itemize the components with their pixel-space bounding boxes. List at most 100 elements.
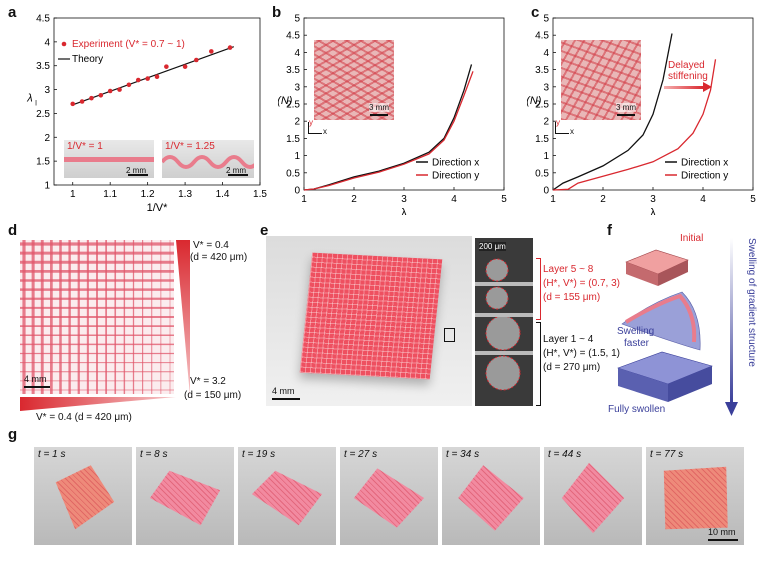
axis-arrow-y (308, 122, 309, 134)
legend-experiment: Experiment (V* = 0.7 ~ 1) (72, 39, 185, 50)
y-tick-label: 5 (294, 14, 300, 25)
gradient-grid-lines (20, 240, 174, 394)
inset-b-scale: 3 mm (369, 103, 389, 112)
horizontal-gradient-wedge (20, 397, 176, 411)
chart-b: 1 2 3 4 5 0 0.5 1 1.5 2 2.5 3 3.5 4 4.5 5 λ F (N) Directio… (278, 14, 507, 216)
hydrogel-sample (561, 462, 625, 534)
y-tick-label: 1.5 (535, 134, 549, 145)
y-tick-label: 2 (44, 133, 50, 144)
legend-entry: Direction y (681, 171, 728, 182)
hydrogel-sample (353, 468, 425, 528)
frame-time-label: t = 34 s (446, 449, 480, 460)
y-tick-label: 2 (543, 117, 549, 128)
experiment-point (107, 88, 113, 94)
x-tick-label: 1 (550, 194, 556, 205)
x-tick-label: 4 (451, 194, 457, 205)
hydrogel-sample (55, 465, 115, 530)
y-tick-label: 0 (294, 186, 300, 197)
legend-marker-experiment (61, 41, 67, 47)
hydrogel-sample (458, 465, 524, 531)
x-tick-label: 1.3 (178, 189, 192, 200)
chart-c: 1 2 3 4 5 0 0.5 1 1.5 2 2.5 3 3.5 4 4.5 5 λ F (N) Directio… (527, 14, 756, 216)
hydrogel-sample (251, 470, 323, 526)
scale-bar (708, 539, 738, 541)
experiment-point (227, 45, 233, 50)
frame-time-label: t = 27 s (344, 449, 378, 460)
y-axis-label: F (N) (278, 95, 293, 107)
frame-time-label: t = 19 s (242, 449, 276, 460)
e-zoom-scale: 200 μm (479, 242, 506, 251)
f-swelling-2: faster (624, 338, 650, 349)
experiment-point (164, 64, 169, 69)
inset-c-lattice: 3 mm (561, 40, 641, 120)
experiment-point (154, 74, 160, 79)
y-tick-label: 1 (294, 151, 300, 162)
f-fully: Fully swollen (608, 404, 666, 415)
delayed-stiffening-arrow (664, 86, 704, 89)
d-bottom-label-1: V* = 3.2 (190, 376, 226, 387)
x-tick-label: 1 (70, 189, 76, 200)
y-tick-label: 4 (543, 48, 549, 59)
legend-entry: Direction x (432, 158, 479, 169)
frame-time-label: t = 1 s (38, 449, 66, 460)
y-tick-label: 0.5 (535, 168, 549, 179)
scale-bar (128, 174, 148, 176)
inset-straight-fiber: 1/V* = 1 2 mm (64, 140, 154, 178)
x-tick-label: 1 (301, 194, 307, 205)
y-tick-label: 3 (543, 82, 549, 93)
frame-time-label: t = 8 s (140, 449, 168, 460)
y-tick-label: 3.5 (286, 65, 300, 76)
inset-c-axis-x: x (570, 127, 574, 136)
experiment-point (117, 87, 122, 92)
timelapse-frame: t = 27 s (340, 447, 438, 545)
f-arrow-label: Swelling of gradient structure (746, 238, 757, 367)
grid-d-scale: 4 mm (24, 374, 47, 384)
inset-c-scale: 3 mm (616, 103, 636, 112)
experiment-point (98, 92, 104, 98)
y-tick-label: 3 (44, 85, 50, 96)
panel-label-b: b (272, 4, 282, 21)
cross-section-drawing (475, 258, 533, 391)
frame-time-label: t = 77 s (650, 449, 684, 460)
y-tick-label: 2.5 (535, 100, 549, 111)
x-tick-label: 1.4 (216, 189, 230, 200)
timelapse-frame: t = 1 s (34, 447, 132, 545)
scale-bar (617, 114, 635, 116)
scale-bar (370, 114, 388, 116)
d-bottom-label-2: (d = 150 μm) (184, 390, 242, 401)
x-tick-label: 5 (750, 194, 756, 205)
hydrogel-sample (663, 466, 728, 530)
x-tick-label: 5 (501, 194, 507, 205)
layer-bot-1: Layer 1 ~ 4 (543, 334, 594, 345)
y-tick-label: 2 (294, 117, 300, 128)
timelapse-frame: t = 44 s (544, 447, 642, 545)
inset-b-axis-x: x (323, 127, 327, 136)
x-axis-label: λ (650, 207, 656, 215)
axis-arrow-y (555, 122, 556, 134)
layer-top-2: (H*, V*) = (0.7, 3) (543, 278, 620, 289)
experiment-point (209, 49, 214, 54)
y-tick-label: 4.5 (286, 31, 300, 42)
y-axis-label: λ (26, 93, 32, 105)
y-tick-label: 5 (543, 14, 549, 25)
layer-top-1: Layer 5 ~ 8 (543, 264, 594, 275)
y-tick-label: 0.5 (286, 168, 300, 179)
experiment-point (182, 64, 188, 69)
inset-b-axis-y: y (309, 118, 313, 127)
inset-a1-scale: 2 mm (126, 166, 146, 175)
y-tick-label: 4.5 (36, 14, 50, 25)
x-tick-label: 1.1 (103, 189, 117, 200)
layer-top-3: (d = 155 μm) (543, 292, 601, 303)
layer-bot-2: (H*, V*) = (1.5, 1) (543, 348, 620, 359)
frame-time-label: t = 44 s (548, 449, 582, 460)
panel-label-e: e (260, 222, 269, 239)
inset-c-axis-y: y (556, 118, 560, 127)
y-tick-label: 4 (294, 48, 300, 59)
experiment-point (79, 99, 85, 104)
panel-label-c: c (531, 4, 540, 21)
experiment-point (135, 77, 141, 83)
experiment-point (89, 95, 94, 101)
scale-bar (228, 174, 248, 176)
y-tick-label: 2.5 (286, 100, 300, 111)
y-tick-label: 1.5 (286, 134, 300, 145)
